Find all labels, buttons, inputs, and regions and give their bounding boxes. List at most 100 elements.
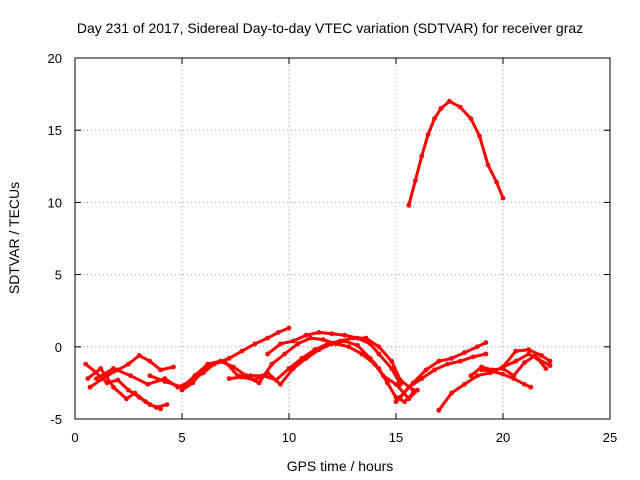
data-point (153, 405, 159, 410)
data-point (308, 335, 313, 341)
data-point (447, 98, 452, 104)
data-point (526, 347, 532, 353)
data-point (397, 381, 403, 387)
data-point (389, 358, 395, 364)
data-point (477, 133, 482, 139)
data-point (526, 351, 532, 357)
data-point (303, 356, 309, 361)
data-point (269, 361, 275, 367)
data-point (500, 371, 506, 377)
data-point (376, 351, 382, 357)
data-point (290, 366, 296, 371)
data-point (389, 366, 395, 371)
data-point (393, 381, 399, 387)
series-track-h (265, 330, 403, 387)
data-point (376, 366, 382, 371)
x-tick-label: 20 (496, 430, 510, 445)
data-point (522, 381, 527, 387)
data-point (474, 373, 480, 379)
data-point (190, 380, 196, 386)
data-point (111, 384, 116, 390)
data-point (436, 358, 442, 364)
data-point (522, 360, 527, 366)
data-point (111, 366, 116, 371)
series-track-c (87, 353, 176, 390)
x-axis-label: GPS time / hours (287, 458, 394, 474)
data-point (329, 341, 335, 347)
data-point (468, 373, 474, 379)
data-point (367, 341, 373, 347)
data-point (489, 368, 495, 374)
data-point (406, 384, 412, 390)
plot-frame (74, 57, 611, 420)
data-point (303, 332, 309, 338)
data-point (275, 330, 281, 335)
series-track-k (436, 351, 553, 413)
data-point (425, 132, 431, 137)
x-tick-label: 15 (389, 430, 403, 445)
data-point (147, 358, 153, 364)
data-point (406, 202, 412, 208)
data-point (222, 358, 228, 364)
data-point (286, 325, 292, 331)
data-point (436, 407, 442, 413)
data-point (483, 340, 489, 345)
y-tick-label: -5 (50, 412, 62, 427)
data-point (226, 356, 232, 361)
data-point (136, 353, 142, 358)
data-point (98, 366, 104, 371)
data-point (528, 384, 534, 390)
data-point (393, 399, 399, 405)
data-point (445, 361, 450, 367)
x-tick-label: 10 (282, 430, 296, 445)
data-point (201, 367, 206, 373)
data-point (500, 195, 506, 201)
grid-layer (75, 58, 610, 419)
data-point (265, 335, 270, 341)
data-point (179, 387, 185, 393)
data-point (239, 374, 245, 380)
data-point (363, 335, 369, 341)
data-point (286, 366, 292, 371)
series-track-j (393, 351, 489, 405)
data-point (449, 390, 454, 396)
data-point (513, 358, 519, 364)
data-point (513, 348, 519, 354)
data-point (158, 367, 164, 373)
data-point (462, 350, 467, 355)
data-point (547, 363, 553, 368)
data-point (143, 399, 149, 405)
data-point (402, 399, 407, 405)
data-point (470, 354, 476, 360)
series-track-n (500, 347, 553, 370)
data-point (124, 396, 129, 402)
data-point (539, 353, 544, 358)
data-point (376, 344, 382, 350)
data-point (474, 344, 480, 350)
data-point (412, 178, 418, 184)
series-layer (83, 98, 553, 413)
data-point (87, 384, 93, 390)
data-point (278, 381, 283, 387)
data-point (290, 338, 296, 344)
data-point (511, 376, 517, 381)
data-point (547, 358, 553, 364)
data-point (226, 376, 232, 381)
x-tick-label: 0 (71, 430, 78, 445)
data-point (355, 343, 360, 348)
data-point (252, 377, 258, 383)
data-point (438, 106, 444, 111)
data-point (342, 338, 347, 344)
data-point (128, 373, 134, 379)
data-point (126, 361, 131, 367)
data-point (162, 379, 168, 384)
data-point (85, 376, 91, 381)
data-point (278, 341, 283, 347)
data-point (342, 332, 347, 338)
series-track-g (226, 338, 416, 405)
data-point (419, 376, 425, 381)
data-point (494, 179, 499, 185)
y-tick-label: 10 (48, 195, 62, 210)
data-point (483, 351, 489, 357)
y-tick-label: 15 (48, 123, 62, 138)
